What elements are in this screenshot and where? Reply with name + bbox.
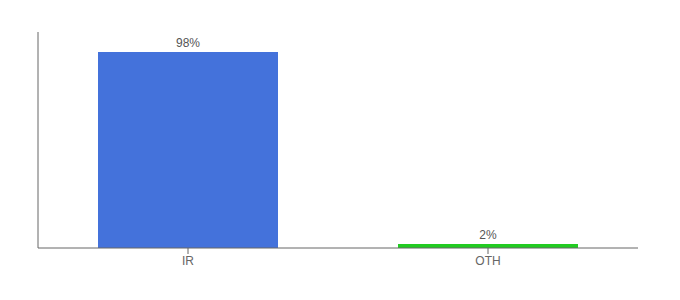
svg-text:OTH: OTH xyxy=(475,254,500,268)
svg-text:98%: 98% xyxy=(176,36,200,50)
svg-text:2%: 2% xyxy=(479,228,497,242)
svg-text:IR: IR xyxy=(182,254,194,268)
